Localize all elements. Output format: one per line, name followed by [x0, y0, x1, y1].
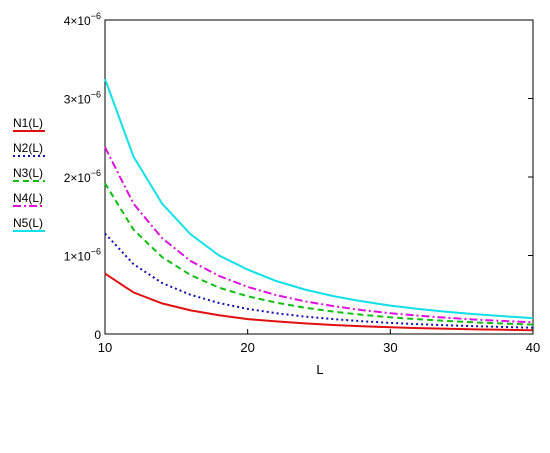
y-tick-label: 2×10−6	[64, 168, 101, 185]
series-line-n2	[104, 232, 534, 329]
tick-layer: 10 20 30 40 0 1×10−6 2×10−6 3×10−6 4×10−6	[64, 11, 541, 355]
x-tick-label: 40	[526, 340, 540, 355]
y-tick-label: 1×10−6	[64, 247, 101, 264]
y-tick-label: 0	[94, 328, 101, 342]
legend: N1(L) N2(L) N3(L) N4(L) N5(L)	[13, 116, 45, 232]
x-tick-label: 20	[240, 340, 254, 355]
x-tick-label: 10	[98, 340, 112, 355]
legend-label-n4: N4(L)	[13, 191, 43, 205]
x-tick-label: 30	[383, 340, 397, 355]
x-axis-label: L	[316, 362, 323, 377]
legend-label-n1: N1(L)	[13, 116, 43, 130]
series-line-n3	[104, 182, 534, 326]
series-line-n5	[104, 78, 534, 320]
y-tick-label: 4×10−6	[64, 11, 101, 28]
legend-label-n5: N5(L)	[13, 216, 43, 230]
legend-label-n2: N2(L)	[13, 141, 43, 155]
series-layer	[104, 78, 534, 332]
series-line-n1	[104, 272, 534, 332]
legend-label-n3: N3(L)	[13, 166, 43, 180]
plot-frame	[104, 19, 534, 335]
y-tick-label: 3×10−6	[64, 90, 101, 107]
